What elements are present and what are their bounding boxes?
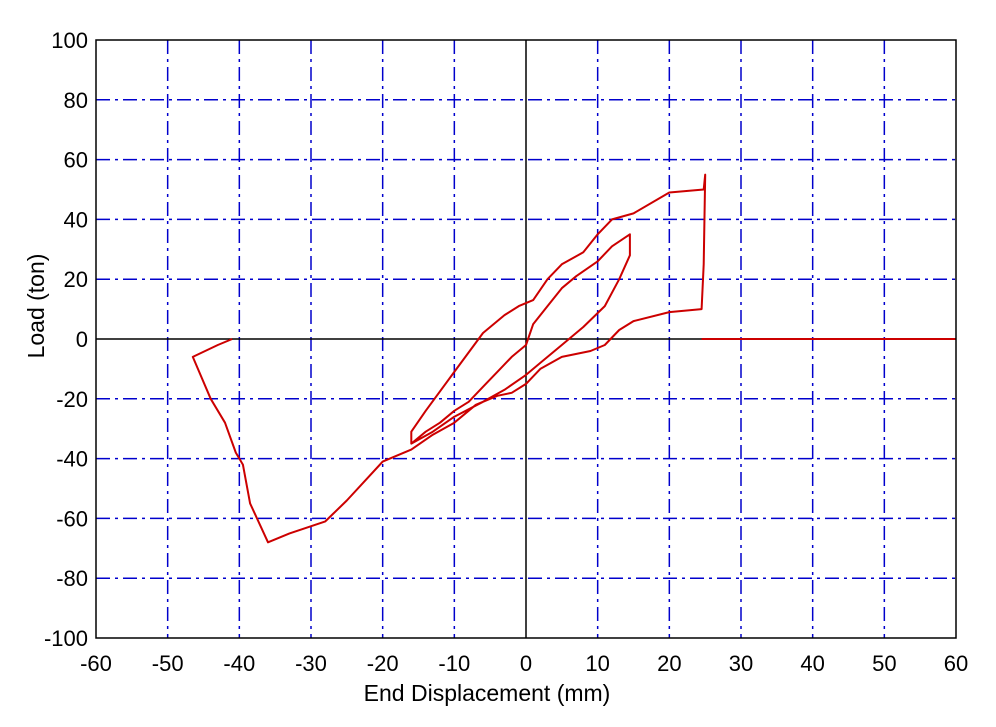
y-tick-labels: -100 -80 -60 -40 -20 0 20 40 60 80 100 — [44, 28, 88, 651]
y-axis-title: Load (ton) — [23, 254, 49, 359]
x-tick-label: 10 — [585, 651, 609, 676]
y-tick-label: 40 — [64, 207, 88, 232]
y-tick-label: 20 — [64, 267, 88, 292]
x-tick-label: 30 — [729, 651, 753, 676]
y-tick-label: 100 — [51, 28, 88, 53]
x-tick-label: -60 — [80, 651, 112, 676]
x-tick-label: -30 — [295, 651, 327, 676]
series-layer — [191, 173, 956, 544]
x-tick-label: -20 — [367, 651, 399, 676]
x-tick-label: -50 — [152, 651, 184, 676]
x-tick-labels: -60 -50 -40 -30 -20 -10 0 10 20 30 40 50 60 — [80, 651, 968, 676]
x-tick-label: 60 — [944, 651, 968, 676]
x-tick-label: 40 — [800, 651, 824, 676]
x-tick-label: 50 — [872, 651, 896, 676]
series-line-1 — [191, 173, 707, 544]
y-tick-label: -100 — [44, 626, 88, 651]
y-tick-label: 60 — [64, 148, 88, 173]
x-tick-label: 20 — [657, 651, 681, 676]
y-tick-label: 80 — [64, 88, 88, 113]
plot-frame — [95, 39, 957, 639]
y-tick-label: -40 — [56, 447, 88, 472]
x-axis-title: End Displacement (mm) — [364, 680, 611, 706]
y-tick-label: -80 — [56, 566, 88, 591]
x-tick-label: -40 — [223, 651, 255, 676]
y-tick-label: -60 — [56, 506, 88, 531]
y-tick-label: -20 — [56, 387, 88, 412]
y-tick-label: 0 — [76, 327, 88, 352]
x-tick-label: -10 — [438, 651, 470, 676]
x-tick-label: 0 — [520, 651, 532, 676]
